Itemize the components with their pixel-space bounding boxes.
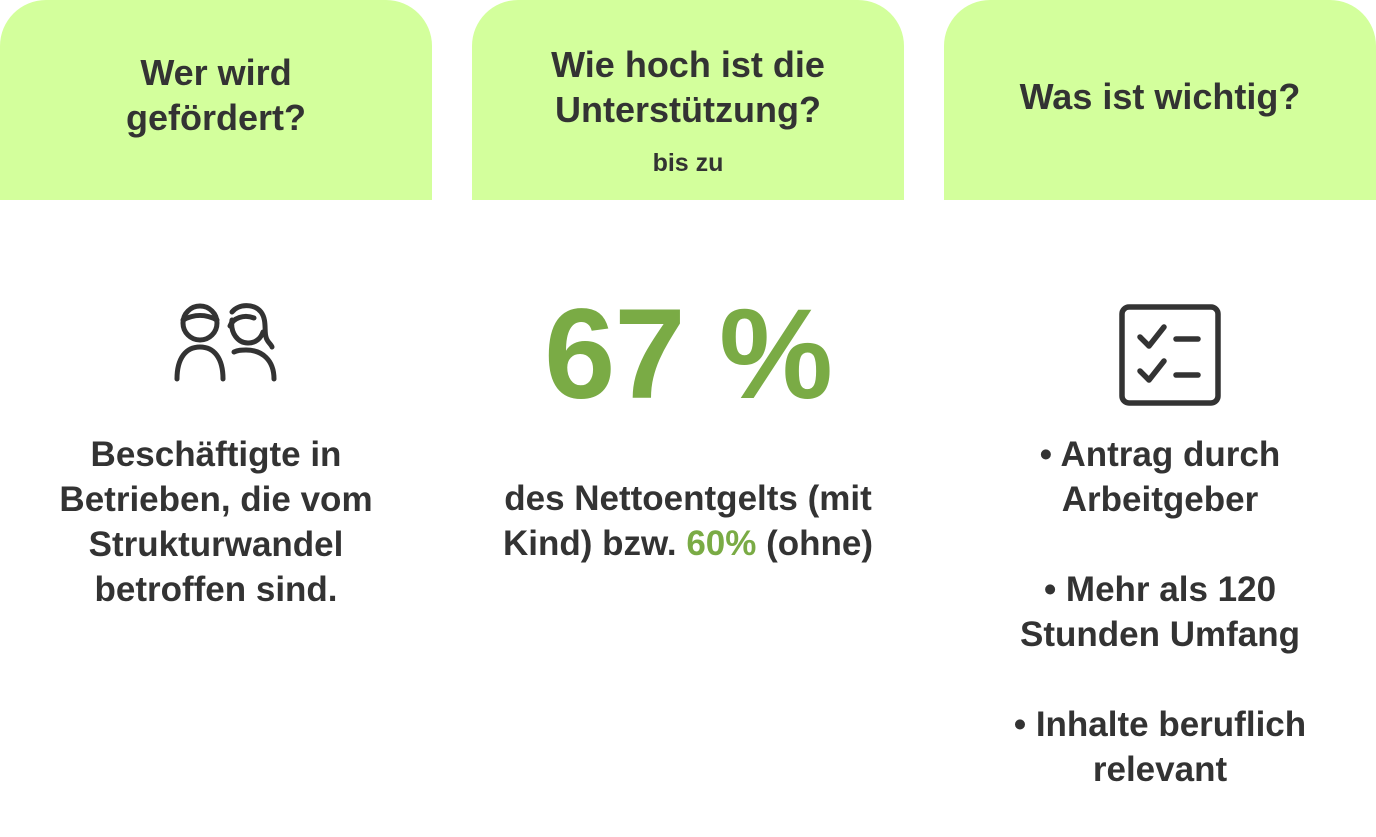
support-description: des Nettoentgelts (mit Kind) bzw. 60% (o…: [472, 476, 904, 566]
text-line: Strukturwandel: [88, 525, 344, 564]
text-line: Betrieben, die vom: [59, 480, 373, 519]
checklist-icon: [1119, 304, 1221, 406]
people-icon: [174, 303, 277, 382]
column-title: Was ist wichtig?: [1019, 76, 1301, 117]
secondary-percentage: 60%: [686, 524, 757, 563]
text-line: des Nettoentgelts (mit: [504, 479, 872, 518]
column-subtitle: bis zu: [652, 149, 724, 177]
list-item: • Inhalte beruflich relevant: [944, 702, 1376, 792]
text-line: relevant: [1092, 750, 1228, 789]
column-who-is-funded: Wer wird gefördert? Beschäftigte in Betr…: [0, 0, 432, 836]
text-line: Arbeitgeber: [1061, 480, 1259, 519]
list-item: • Mehr als 120 Stunden Umfang: [944, 567, 1376, 657]
column-important-points: Was ist wichtig? • Antrag durch Arbeitge…: [944, 0, 1376, 836]
requirements-list: • Antrag durch Arbeitgeber • Mehr als 12…: [944, 432, 1376, 837]
title-line: Wer wird: [140, 52, 292, 93]
text-line: • Mehr als 120: [1043, 570, 1277, 609]
text-segment: Kind) bzw.: [502, 524, 687, 563]
text-line: betroffen sind.: [94, 570, 338, 609]
column-header: Was ist wichtig?: [944, 0, 1376, 200]
title-line: gefördert?: [126, 97, 306, 138]
column-support-amount: Wie hoch ist die Unterstützung? bis zu 6…: [472, 0, 904, 836]
support-percentage: 67 %: [544, 283, 833, 426]
text-line: Beschäftigte in: [90, 435, 342, 474]
column-header: Wie hoch ist die Unterstützung? bis zu: [472, 0, 904, 200]
text-line: Kind) bzw. 60% (ohne): [472, 521, 904, 566]
text-line: Stunden Umfang: [1020, 615, 1300, 654]
column-header: Wer wird gefördert?: [0, 0, 432, 200]
list-item: • Antrag durch Arbeitgeber: [944, 432, 1376, 522]
text-line: • Antrag durch: [1039, 435, 1281, 474]
column-title: Wer wird gefördert?: [0, 50, 432, 140]
column-title: Wie hoch ist die Unterstützung?: [472, 42, 904, 132]
title-line: Unterstützung?: [555, 89, 821, 130]
target-group-text: Beschäftigte in Betrieben, die vom Struk…: [0, 432, 432, 612]
title-line: Wie hoch ist die: [551, 44, 825, 85]
text-segment: (ohne): [756, 524, 874, 563]
text-line: • Inhalte beruflich: [1013, 705, 1307, 744]
